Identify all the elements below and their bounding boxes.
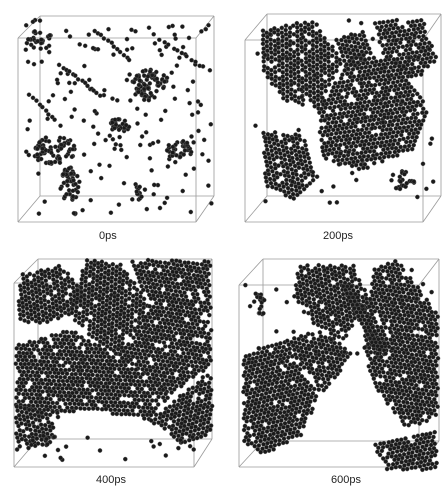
panel-label: 200ps xyxy=(323,230,353,242)
atom-box-600ps xyxy=(238,258,441,473)
atom-cluster xyxy=(23,17,214,217)
panel-600ps: 600ps xyxy=(223,245,446,489)
atom-cluster xyxy=(253,17,439,205)
panel-400ps: 400ps xyxy=(0,245,223,489)
panel-200ps: 200ps xyxy=(223,0,446,245)
atom-box-400ps xyxy=(13,257,215,468)
atom-box-0ps xyxy=(17,15,215,223)
atom-cluster xyxy=(241,258,441,473)
panel-label: 400ps xyxy=(96,474,126,486)
panel-0ps: 0ps xyxy=(0,0,223,245)
panel-label: 0ps xyxy=(99,230,117,242)
atom-cluster xyxy=(13,257,215,463)
atom-box-200ps xyxy=(244,13,442,223)
simulation-box-edges xyxy=(17,15,215,223)
panel-label: 600ps xyxy=(331,474,361,486)
